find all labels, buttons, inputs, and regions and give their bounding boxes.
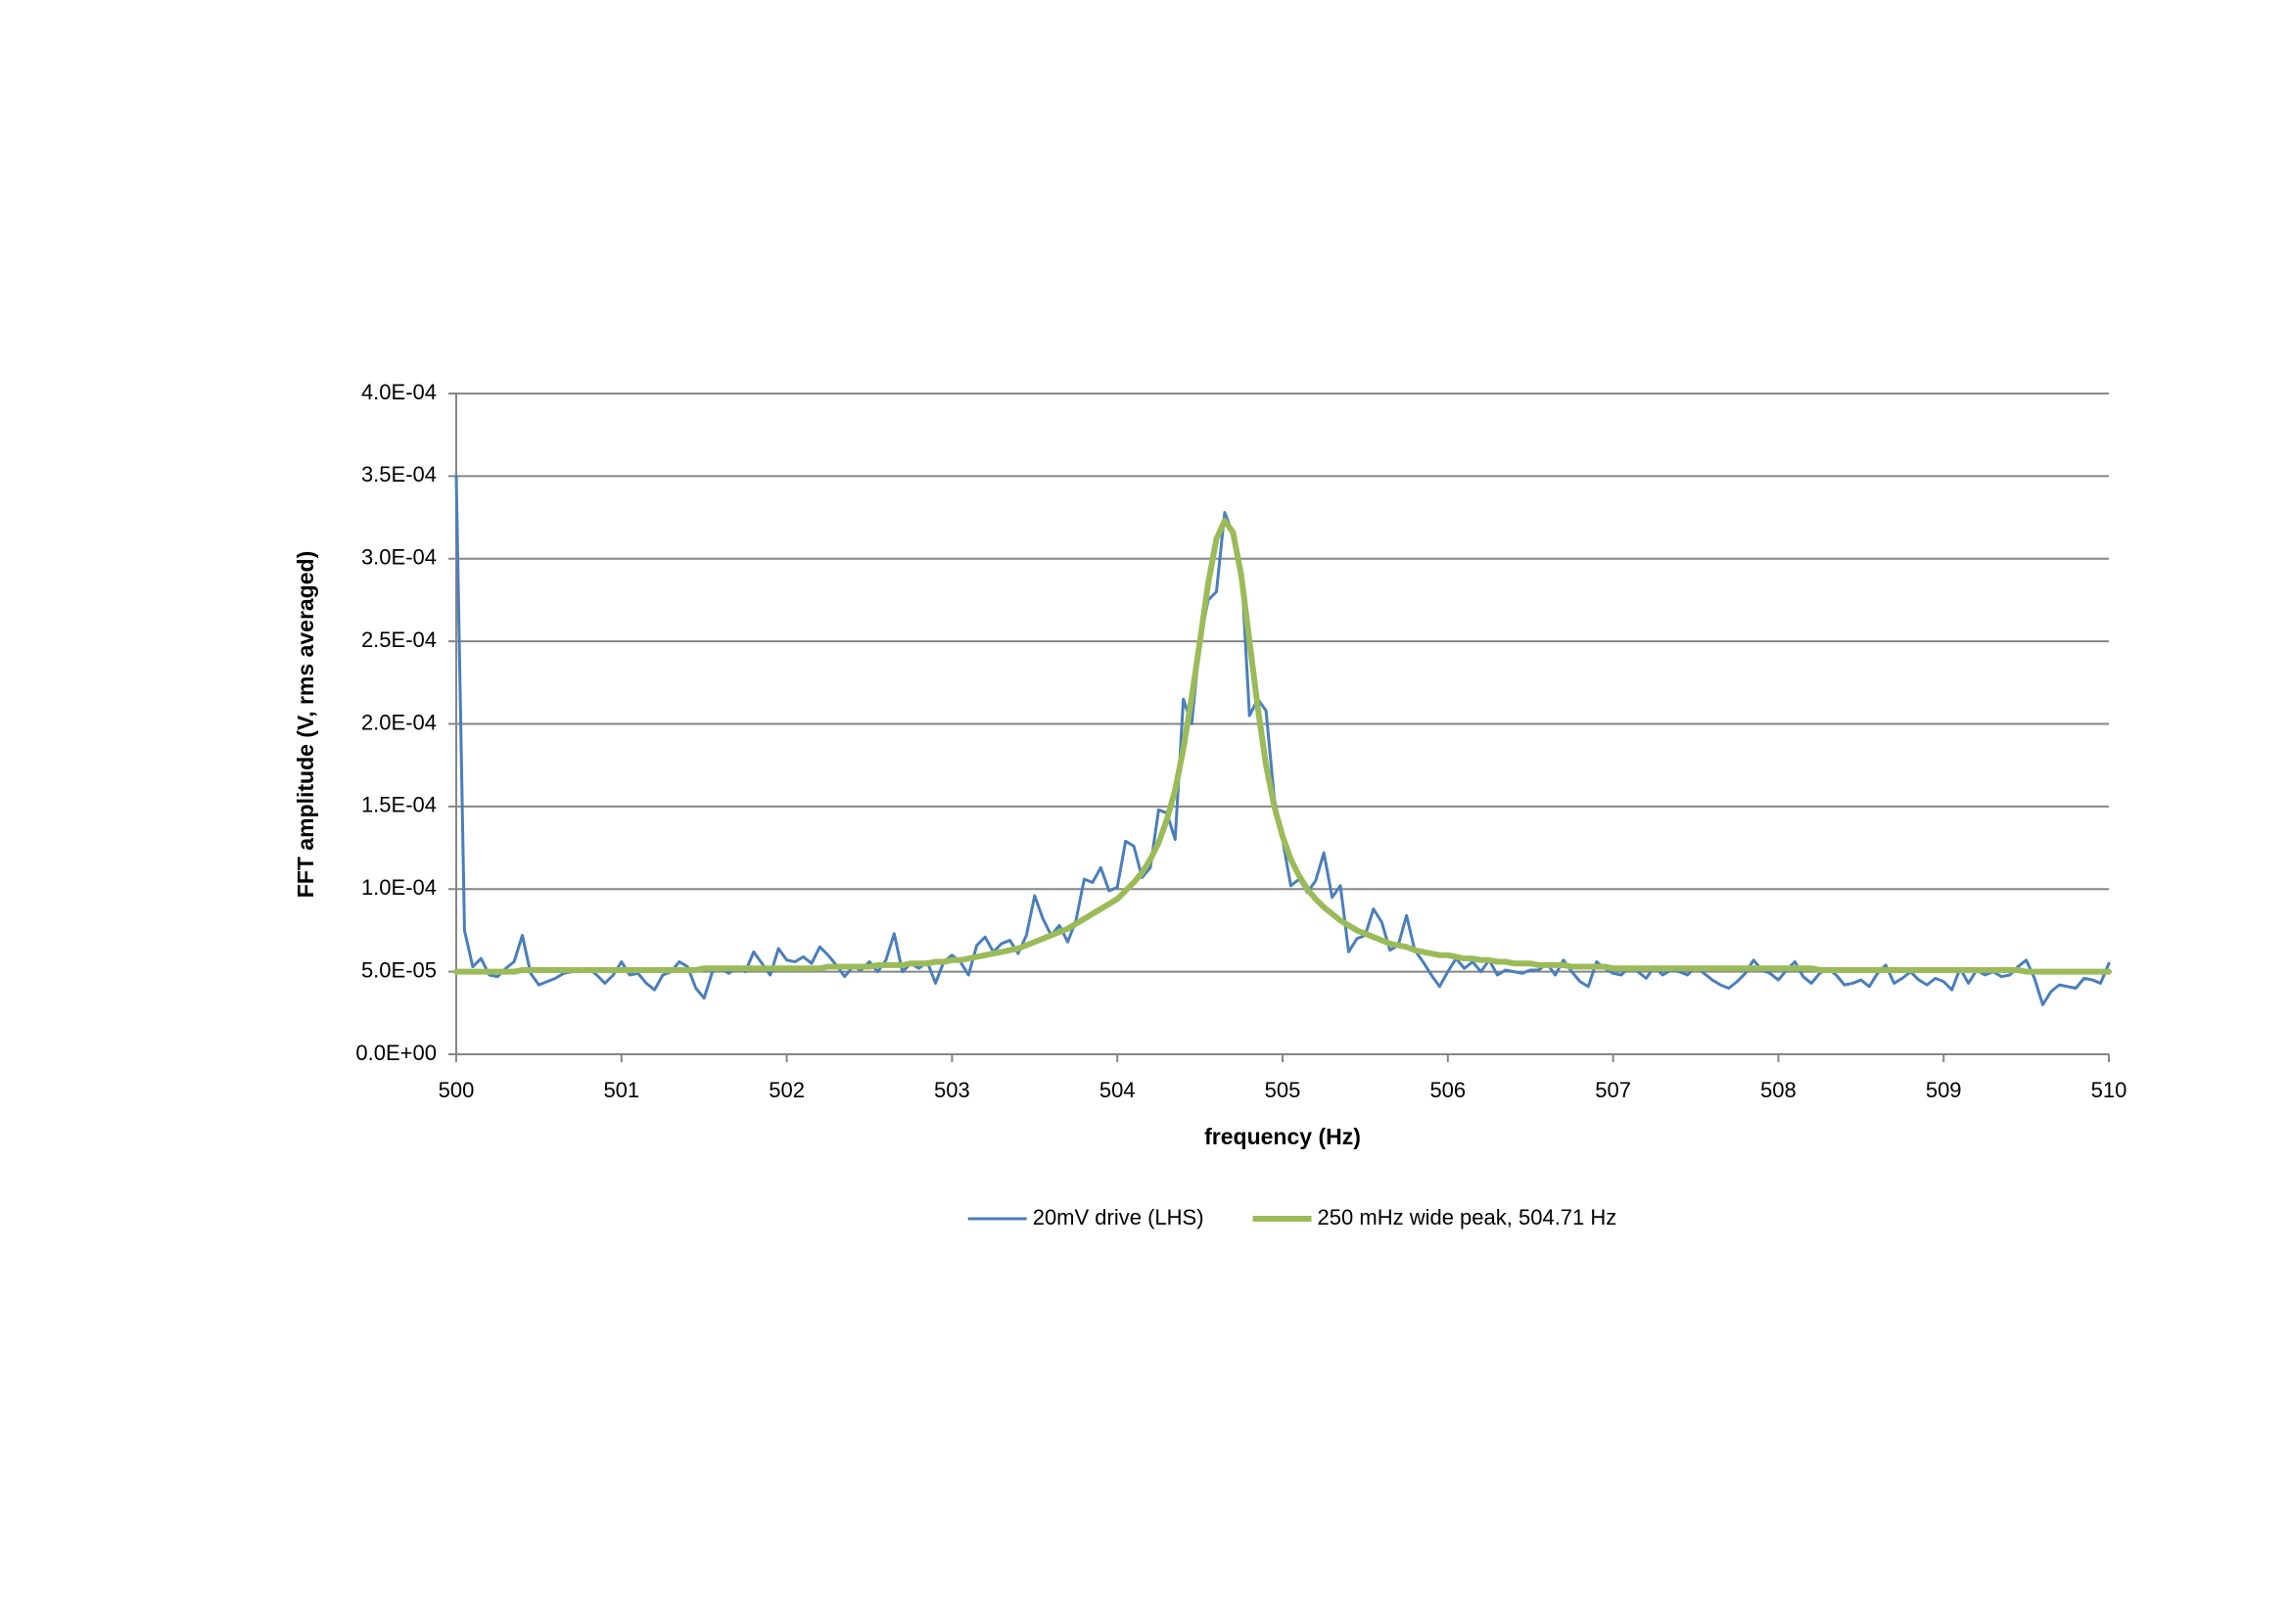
- series-line: [453, 517, 2112, 975]
- y-tick-label: 2.5E-04: [361, 627, 437, 652]
- x-tick-label: 505: [1265, 1078, 1301, 1102]
- y-tick-label: 4.0E-04: [361, 380, 437, 404]
- y-tick-label: 5.0E-05: [361, 957, 437, 982]
- x-tick-label: 506: [1429, 1078, 1466, 1102]
- x-tick-label: 508: [1760, 1078, 1797, 1102]
- x-tick-label: 504: [1099, 1078, 1136, 1102]
- x-tick-label: 500: [439, 1078, 475, 1102]
- y-tick-label: 3.5E-04: [361, 462, 437, 487]
- y-tick-label: 2.0E-04: [361, 710, 437, 734]
- legend-item: 20mV drive (LHS): [967, 1205, 1204, 1230]
- y-tick-label: 0.0E+00: [355, 1041, 437, 1065]
- y-tick-label: 1.0E-04: [361, 875, 437, 900]
- legend-label: 20mV drive (LHS): [1033, 1205, 1204, 1230]
- x-tick-label: 509: [1926, 1078, 1962, 1102]
- x-tick-label: 510: [2091, 1078, 2127, 1102]
- x-axis-title: frequency (Hz): [1204, 1124, 1361, 1149]
- x-tick-label: 501: [603, 1078, 639, 1102]
- y-tick-label: 1.5E-04: [361, 793, 437, 817]
- series-line: [454, 474, 2111, 1006]
- legend: 20mV drive (LHS) 250 mHz wide peak, 504.7…: [967, 1205, 1617, 1230]
- y-axis-title: FFT amplitude (V, rms averaged): [293, 551, 318, 898]
- legend-label: 250 mHz wide peak, 504.71 Hz: [1318, 1205, 1617, 1230]
- y-tick-label: 3.0E-04: [361, 545, 437, 570]
- x-tick-label: 507: [1595, 1078, 1631, 1102]
- x-tick-label: 503: [934, 1078, 970, 1102]
- legend-item: 250 mHz wide peak, 504.71 Hz: [1252, 1205, 1617, 1230]
- x-tick-label: 502: [769, 1078, 805, 1102]
